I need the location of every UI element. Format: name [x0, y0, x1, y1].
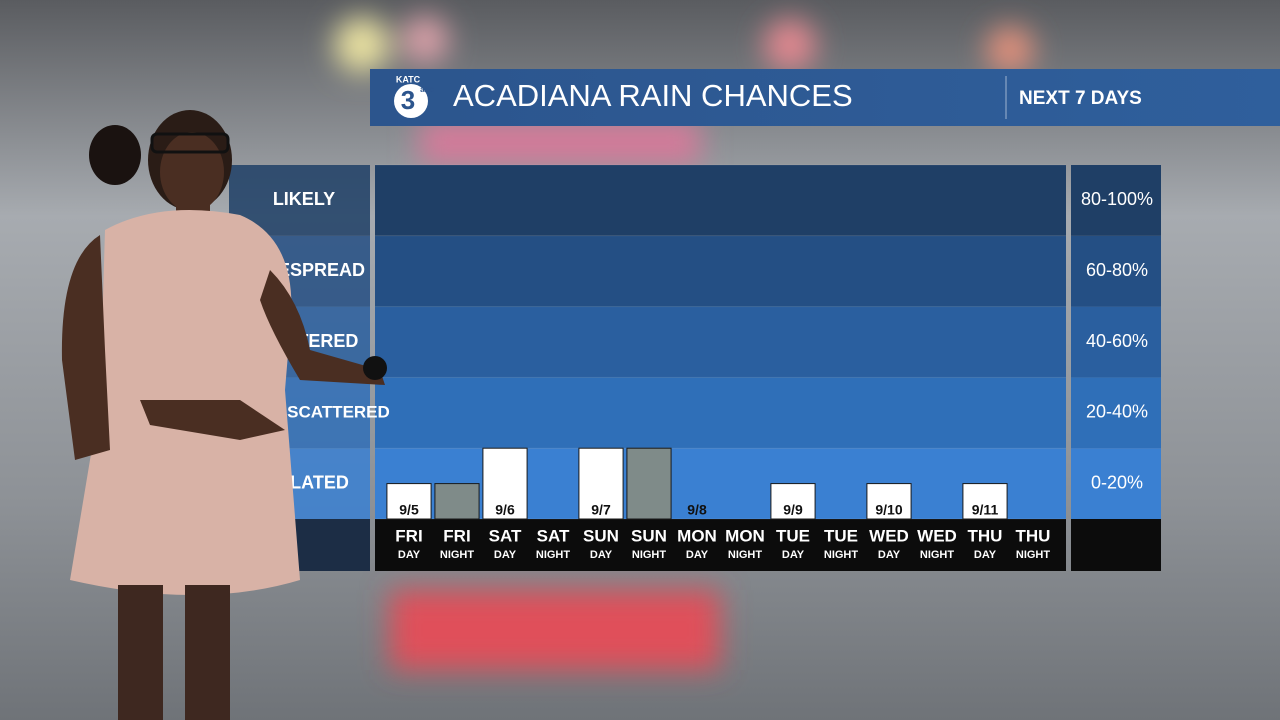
x-tick-label: MON	[725, 526, 765, 545]
band-range-cell	[1071, 377, 1161, 449]
band-range: 60-80%	[1086, 260, 1148, 280]
background-lights	[334, 16, 1034, 670]
chart-title: ACADIANA RAIN CHANCES	[453, 78, 853, 113]
x-period-label: DAY	[494, 549, 517, 561]
bar	[866, 483, 912, 520]
band-range-cell	[1071, 306, 1161, 378]
band	[375, 377, 1066, 449]
x-period-label: NIGHT	[920, 549, 955, 561]
band	[375, 306, 1066, 378]
bar	[626, 447, 672, 520]
band-range: 40-60%	[1086, 331, 1148, 351]
x-period-label: DAY	[878, 549, 901, 561]
x-period-label: DAY	[974, 549, 997, 561]
x-tick-label: SUN	[631, 526, 667, 545]
date-label: 9/6	[495, 502, 515, 518]
x-tick-label: THU	[1016, 526, 1051, 545]
bar	[770, 483, 816, 520]
band	[375, 165, 1066, 236]
title-bar	[370, 69, 1280, 126]
label-strip	[1071, 519, 1161, 571]
x-tick-label: THU	[968, 526, 1003, 545]
x-tick-label: SAT	[537, 526, 570, 545]
bar	[482, 447, 528, 520]
date-label: 9/11	[972, 502, 999, 518]
logo-badge	[394, 84, 428, 118]
date-label: 9/8	[687, 502, 707, 518]
bar	[434, 483, 480, 520]
x-period-label: NIGHT	[824, 549, 859, 561]
band-range-cell	[1071, 448, 1161, 519]
x-period-label: DAY	[590, 549, 613, 561]
logo-network: abc	[420, 85, 434, 94]
bar	[386, 483, 432, 520]
x-tick-label: TUE	[824, 526, 858, 545]
logo-call: KATC	[396, 74, 421, 84]
band-range-cell	[1071, 235, 1161, 307]
x-tick-label: WED	[869, 526, 909, 545]
date-label: 9/7	[591, 502, 611, 518]
band-range: 0-20%	[1091, 472, 1143, 492]
bar	[578, 447, 624, 520]
x-period-label: DAY	[398, 549, 421, 561]
x-tick-label: FRI	[443, 526, 470, 545]
band-range: 20-40%	[1086, 402, 1148, 422]
x-tick-label: FRI	[395, 526, 422, 545]
chart-subtitle: NEXT 7 DAYS	[1019, 88, 1142, 109]
band-label: LIKELY	[273, 189, 335, 209]
x-period-label: NIGHT	[1016, 549, 1051, 561]
band	[375, 235, 1066, 307]
date-label: 9/9	[783, 502, 803, 518]
x-period-label: NIGHT	[440, 549, 475, 561]
x-period-label: NIGHT	[728, 549, 763, 561]
x-tick-label: MON	[677, 526, 717, 545]
x-tick-label: TUE	[776, 526, 810, 545]
x-tick-label: WED	[917, 526, 957, 545]
x-tick-label: SUN	[583, 526, 619, 545]
x-period-label: NIGHT	[632, 549, 667, 561]
band-range: 80-100%	[1081, 189, 1153, 209]
bar	[962, 483, 1008, 520]
x-period-label: DAY	[782, 549, 805, 561]
band-range-cell	[1071, 165, 1161, 236]
date-label: 9/5	[399, 502, 419, 518]
presenter	[61, 110, 387, 720]
x-period-label: NIGHT	[536, 549, 571, 561]
logo-channel: 3	[401, 85, 415, 115]
x-tick-label: SAT	[489, 526, 522, 545]
date-label: 9/10	[875, 502, 902, 518]
label-strip	[375, 519, 1066, 571]
x-period-label: DAY	[686, 549, 709, 561]
